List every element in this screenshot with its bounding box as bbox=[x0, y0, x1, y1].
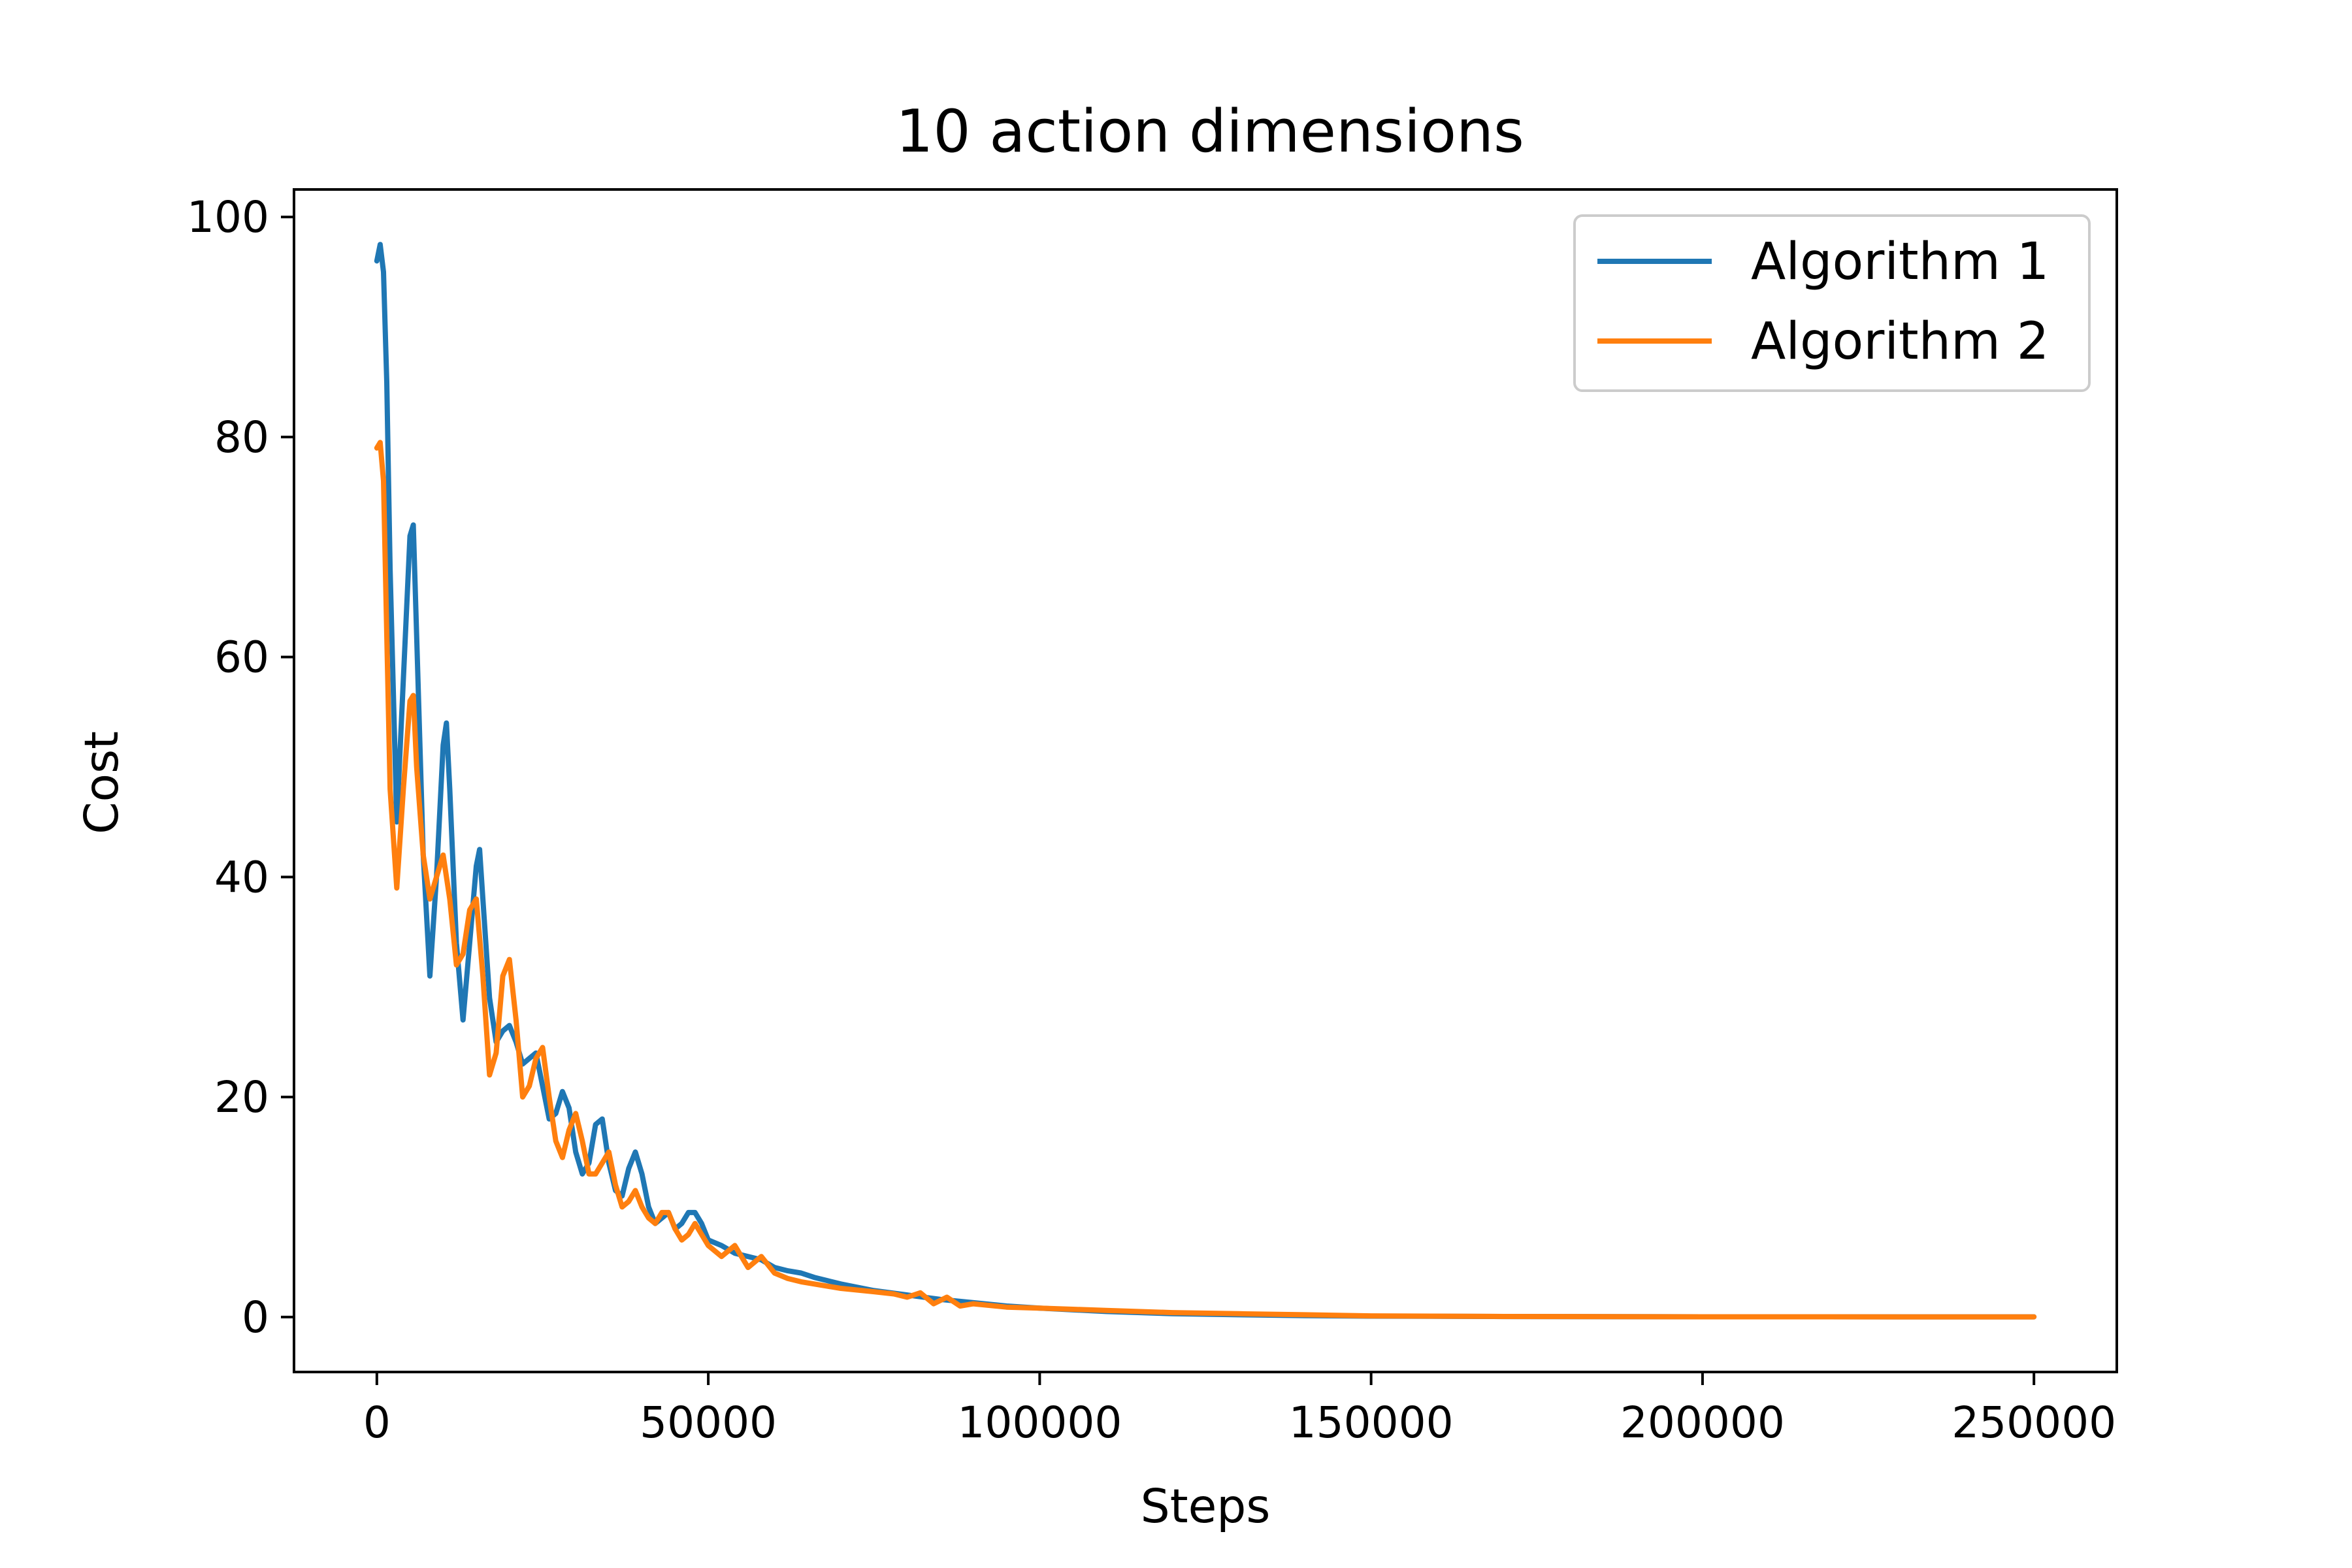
x-axis-label: Steps bbox=[1141, 1479, 1271, 1533]
y-tick-label: 20 bbox=[214, 1072, 269, 1122]
x-tick-label: 250000 bbox=[1952, 1397, 2116, 1448]
series-layer bbox=[374, 242, 2037, 1320]
y-axis: 0 20 40 60 80 100 bbox=[187, 192, 294, 1343]
legend-label-algorithm-2: Algorithm 2 bbox=[1751, 312, 2049, 371]
x-tick-label: 200000 bbox=[1620, 1397, 1785, 1448]
x-tick-label: 100000 bbox=[957, 1397, 1122, 1448]
legend: Algorithm 1 Algorithm 2 bbox=[1573, 214, 2091, 392]
y-tick-label: 80 bbox=[214, 412, 269, 463]
y-tick-label: 100 bbox=[187, 192, 269, 242]
y-tick-label: 60 bbox=[214, 632, 269, 683]
y-tick-label: 0 bbox=[242, 1292, 269, 1343]
x-tick-label: 50000 bbox=[640, 1397, 777, 1448]
series-line-algorithm-2 bbox=[374, 440, 2037, 1320]
y-tick-label: 40 bbox=[214, 852, 269, 902]
x-axis: 0 50000 100000 150000 200000 250000 bbox=[363, 1372, 2116, 1448]
y-axis-label: Cost bbox=[74, 731, 129, 834]
plot-frame bbox=[293, 188, 2118, 1373]
chart-title: 10 action dimensions bbox=[896, 97, 1524, 166]
x-tick-label: 0 bbox=[363, 1397, 391, 1448]
x-tick-label: 150000 bbox=[1289, 1397, 1454, 1448]
legend-label-algorithm-1: Algorithm 1 bbox=[1751, 233, 2049, 291]
